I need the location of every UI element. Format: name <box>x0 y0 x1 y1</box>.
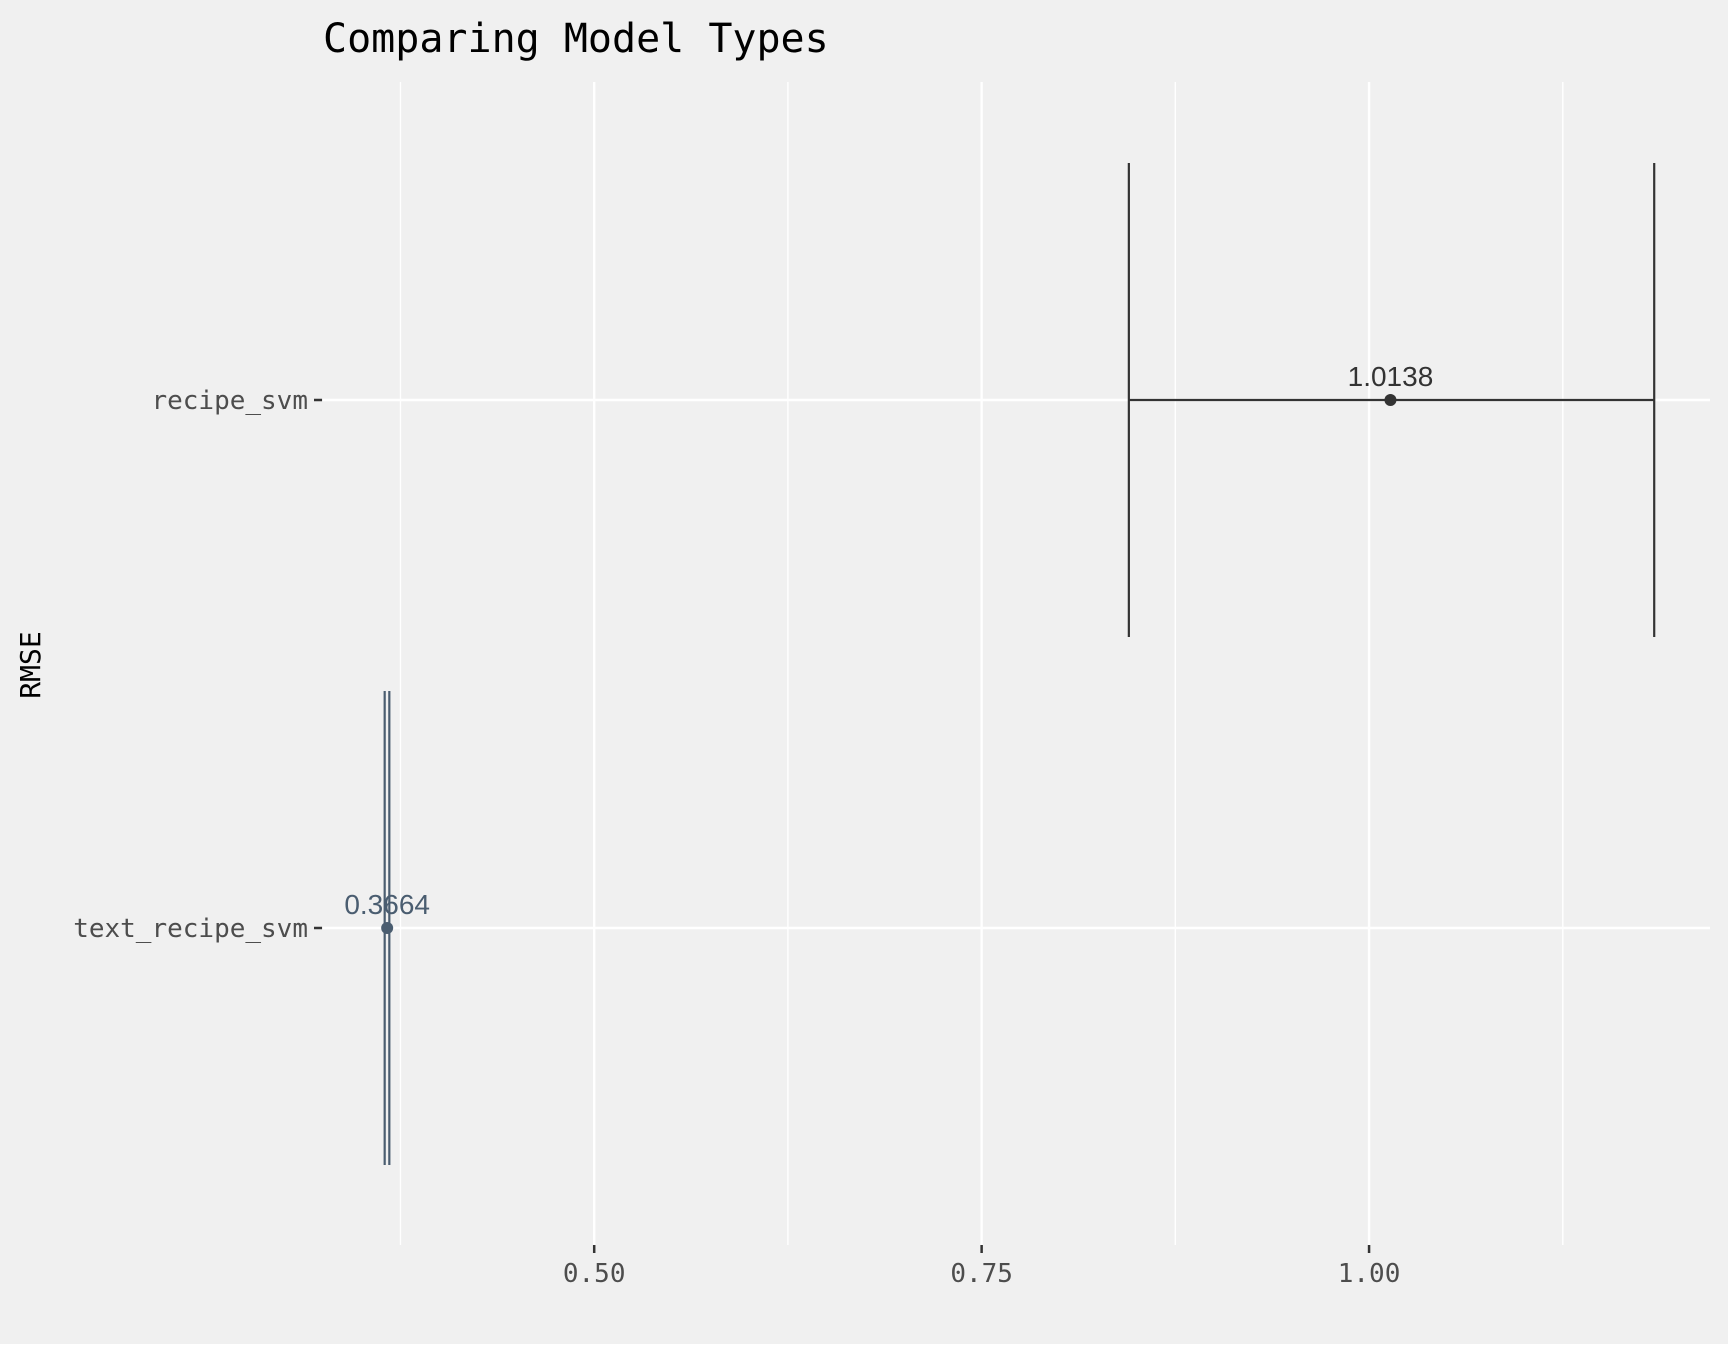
axes: 0.50 0.75 1.00 recipe_svm text_recipe_svm <box>73 386 1400 1289</box>
data-label-text-recipe-svm: 0.3664 <box>344 889 430 920</box>
point-recipe-svm <box>1384 394 1397 406</box>
y-tick-label-text-recipe-svm: text_recipe_svm <box>73 914 308 944</box>
data-labels: 1.0138 0.3664 <box>344 361 1433 920</box>
x-tick-label: 0.75 <box>950 1259 1013 1289</box>
gridlines <box>323 82 1710 1245</box>
data-label-recipe-svm: 1.0138 <box>1348 361 1434 392</box>
x-tick-label: 0.50 <box>563 1259 626 1289</box>
error-bars <box>381 163 1656 1165</box>
y-axis-title: RMSE <box>14 631 47 698</box>
y-tick-label-recipe-svm: recipe_svm <box>151 386 308 416</box>
chart-title: Comparing Model Types <box>323 16 829 62</box>
point-text-recipe-svm <box>381 922 394 934</box>
x-tick-label: 1.00 <box>1338 1259 1401 1289</box>
